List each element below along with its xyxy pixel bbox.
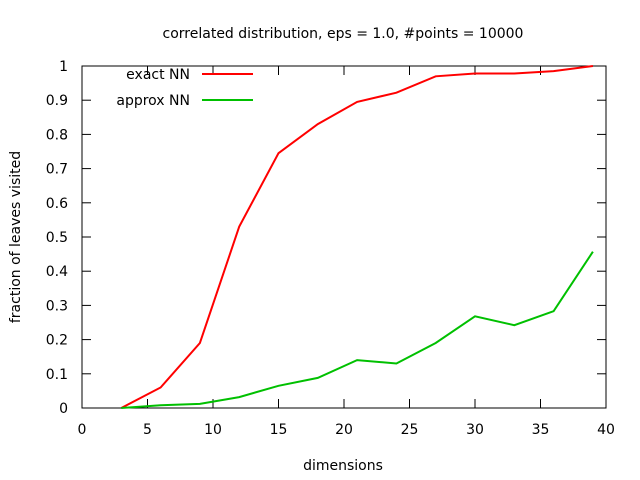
x-tick-label: 25 bbox=[401, 422, 419, 438]
chart-title: correlated distribution, eps = 1.0, #poi… bbox=[163, 26, 524, 42]
x-tick-label: 10 bbox=[204, 422, 222, 438]
x-tick-label: 35 bbox=[532, 422, 550, 438]
y-tick-label: 0.1 bbox=[46, 367, 68, 383]
x-tick-label: 0 bbox=[78, 422, 87, 438]
plot-area bbox=[81, 65, 607, 409]
series-line-approx-nn bbox=[121, 251, 594, 409]
x-tick-label: 40 bbox=[597, 422, 615, 438]
x-tick-label: 30 bbox=[466, 422, 484, 438]
axis-ticks bbox=[81, 65, 607, 409]
y-axis-label: fraction of leaves visited bbox=[8, 151, 24, 323]
y-tick-label: 0.5 bbox=[46, 230, 68, 246]
y-tick-label: 0.8 bbox=[46, 127, 68, 143]
y-tick-label: 0.3 bbox=[46, 298, 68, 314]
y-tick-label: 0.6 bbox=[46, 196, 68, 212]
y-tick-label: 0.4 bbox=[46, 264, 68, 280]
plot-border bbox=[81, 65, 607, 409]
legend-label: exact NN bbox=[126, 67, 190, 83]
x-tick-label: 20 bbox=[335, 422, 353, 438]
x-tick-label: 15 bbox=[270, 422, 288, 438]
axis-tick-labels: 0 5 10 15 20 25 30 35 40 0 0.1 0.2 0.3 0.4 0.5 0.6 0.7 0.… bbox=[46, 59, 615, 438]
series-line-exact-nn bbox=[120, 65, 594, 409]
data-series bbox=[120, 65, 594, 409]
y-tick-label: 0 bbox=[59, 401, 68, 417]
x-tick-label: 5 bbox=[143, 422, 152, 438]
y-tick-label: 0.2 bbox=[46, 333, 68, 349]
y-tick-label: 0.9 bbox=[46, 93, 68, 109]
y-tick-label: 1 bbox=[59, 59, 68, 75]
legend-label: approx NN bbox=[116, 93, 190, 109]
y-tick-label: 0.7 bbox=[46, 162, 68, 178]
legend: exact NN approx NN bbox=[116, 67, 253, 109]
x-axis-label: dimensions bbox=[303, 458, 383, 474]
